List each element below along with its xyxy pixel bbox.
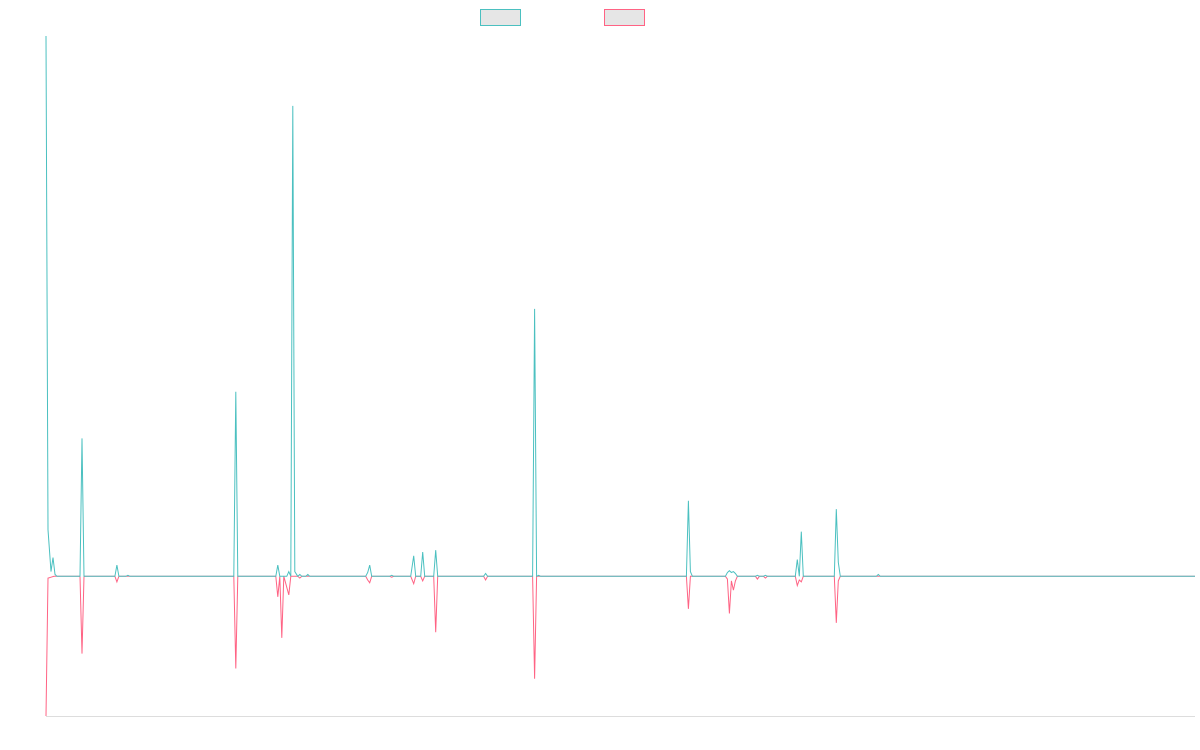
- series-layer: [45, 35, 1195, 717]
- series-a-line: [45, 35, 1195, 578]
- legend-swatch-series-b[interactable]: [604, 9, 645, 26]
- legend[interactable]: [480, 9, 645, 26]
- series-b-line: [45, 575, 1195, 717]
- legend-swatch-series-a[interactable]: [480, 9, 521, 26]
